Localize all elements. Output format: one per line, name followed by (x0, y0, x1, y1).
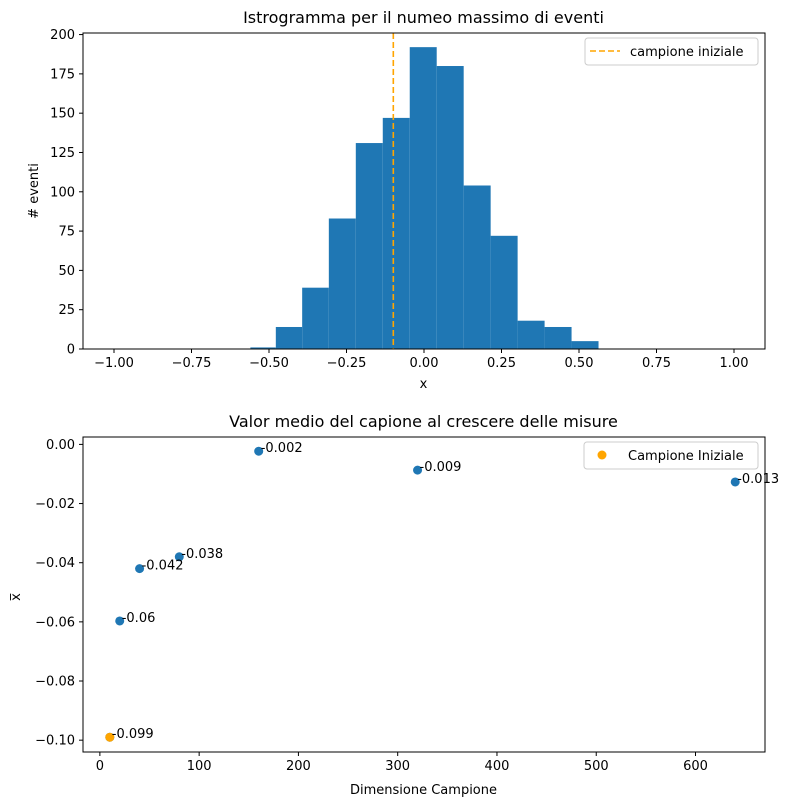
scatter-x-tick-label: 600 (683, 759, 708, 774)
scatter-point (174, 552, 184, 562)
scatter-point (115, 616, 125, 626)
scatter-points (105, 446, 740, 742)
scatter-legend-label: Campione Iniziale (628, 449, 744, 464)
scatter-point-label: -0.038 (181, 547, 223, 562)
histogram-y-tick-label: 100 (50, 185, 75, 200)
histogram-bar (328, 218, 356, 349)
histogram-y-tick-label: 175 (50, 67, 75, 82)
initial-sample-point (105, 732, 115, 742)
scatter-y-tick-label: −0.02 (35, 497, 75, 512)
scatter-plot-frame (82, 436, 766, 753)
histogram-x-tick-label: 0.00 (410, 356, 439, 371)
histogram-x-tick-label: −0.50 (249, 356, 289, 371)
histogram-y-tick-label: 75 (58, 225, 75, 240)
scatter-point-label: -0.002 (261, 441, 303, 456)
scatter-point (135, 564, 145, 574)
scatter-y-ticks: −0.10 −0.08 −0.06 −0.04 −0.02 0.00 (35, 438, 83, 749)
scatter-y-tick-label: 0.00 (46, 438, 75, 453)
histogram-bar (250, 347, 276, 349)
scatter-x-axis-label: Dimensione Campione (350, 783, 497, 798)
histogram-x-tick-label: 1.00 (720, 356, 749, 371)
scatter-legend-marker (597, 450, 607, 460)
histogram-bar (275, 326, 303, 349)
histogram-bars (250, 47, 599, 349)
scatter-point (413, 465, 423, 475)
scatter-point-label: -0.042 (142, 559, 184, 574)
scatter-y-tick-label: −0.04 (35, 556, 75, 571)
histogram-x-tick-label: −0.75 (172, 356, 212, 371)
scatter-x-tick-label: 500 (584, 759, 609, 774)
scatter-x-ticks: 0 100 200 300 400 500 600 (96, 752, 708, 774)
histogram-bar (490, 235, 518, 349)
histogram-y-axis-label: # eventi (27, 163, 42, 219)
histogram-x-tick-label: 0.50 (565, 356, 594, 371)
scatter-legend: Campione Iniziale (583, 441, 759, 470)
histogram-bar (544, 326, 572, 349)
scatter-point-label: -0.099 (112, 727, 154, 742)
scatter-point-label: -0.009 (420, 460, 462, 475)
scatter-title: Valor medio del capione al crescere dell… (229, 412, 618, 431)
scatter-x-tick-label: 300 (385, 759, 410, 774)
scatter-y-tick-label: −0.10 (35, 734, 75, 749)
scatter-y-tick-label: −0.06 (35, 615, 75, 630)
scatter-point-label: -0.06 (122, 611, 156, 626)
scatter-point-label: -0.013 (737, 472, 779, 487)
histogram-y-tick-label: 0 (67, 343, 75, 358)
histogram-y-tick-label: 125 (50, 146, 75, 161)
scatter-point (730, 477, 740, 487)
histogram-bar (463, 185, 491, 349)
histogram-x-tick-label: −0.25 (327, 356, 367, 371)
histogram-bar (409, 47, 437, 349)
scatter-x-tick-label: 200 (286, 759, 311, 774)
histogram-y-ticks: 0 25 50 75 100 125 150 175 200 (50, 28, 83, 358)
histogram-chart: Istrogramma per il numeo massimo di even… (27, 8, 766, 392)
histogram-bar (517, 320, 545, 349)
histogram-bar (382, 117, 410, 349)
histogram-y-tick-label: 200 (50, 28, 75, 43)
scatter-x-tick-label: 0 (96, 759, 104, 774)
histogram-y-tick-label: 25 (58, 303, 75, 318)
histogram-x-tick-label: 0.75 (642, 356, 671, 371)
histogram-bar (355, 143, 383, 349)
scatter-y-axis-label: x̅ (9, 593, 24, 601)
histogram-y-tick-label: 150 (50, 107, 75, 122)
histogram-x-axis-label: x (420, 377, 428, 392)
histogram-bar (571, 341, 599, 349)
histogram-legend-box (584, 37, 759, 66)
scatter-x-tick-label: 100 (187, 759, 212, 774)
histogram-x-tick-label: −1.00 (94, 356, 134, 371)
histogram-x-tick-label: 0.25 (487, 356, 516, 371)
histogram-y-tick-label: 50 (58, 264, 75, 279)
histogram-legend: campione iniziale (584, 37, 759, 66)
histogram-x-ticks: −1.00 −0.75 −0.50 −0.25 0.00 0.25 0.50 0.75 1.00 (94, 349, 748, 371)
scatter-x-tick-label: 400 (485, 759, 510, 774)
histogram-bar (302, 287, 329, 349)
scatter-point (254, 446, 264, 456)
scatter-y-tick-label: −0.08 (35, 675, 75, 690)
scatter-point-labels: -0.099 -0.06 -0.042-0.038 -0.002 -0.009 -0.01… (112, 441, 779, 742)
histogram-title: Istrogramma per il numeo massimo di even… (243, 8, 604, 27)
scatter-chart: Valor medio del capione al crescere dell… (9, 412, 779, 798)
scatter-legend-box (583, 441, 759, 470)
histogram-bar (436, 66, 464, 349)
histogram-legend-label: campione iniziale (630, 45, 743, 60)
